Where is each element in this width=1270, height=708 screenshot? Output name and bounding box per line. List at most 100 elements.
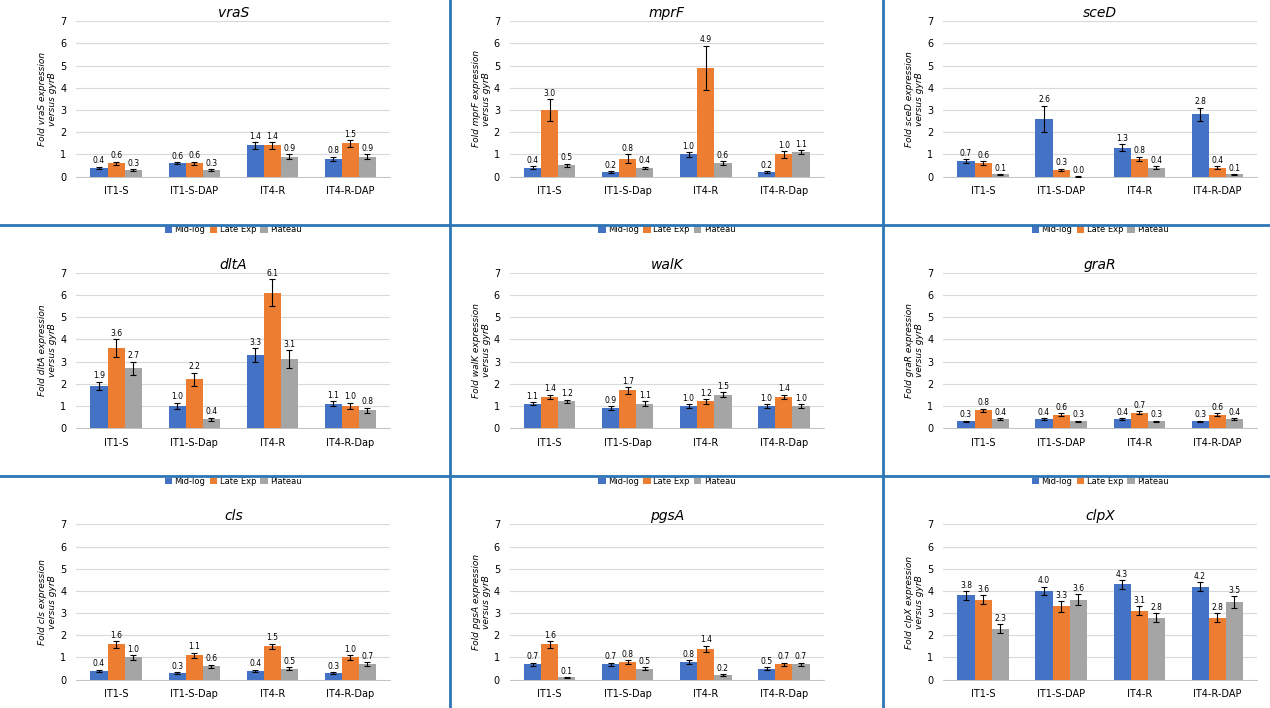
Text: 0.7: 0.7 <box>605 652 617 661</box>
Text: 0.3: 0.3 <box>1055 158 1067 167</box>
Bar <box>620 662 636 680</box>
Text: 0.8: 0.8 <box>622 650 634 659</box>
Bar <box>758 172 775 176</box>
Bar <box>169 164 185 176</box>
Y-axis label: Fold sceD expression
versus gyrB: Fold sceD expression versus gyrB <box>906 51 925 147</box>
Bar <box>359 664 376 680</box>
Text: 0.7: 0.7 <box>960 149 972 158</box>
Text: 0.4: 0.4 <box>1116 408 1128 417</box>
Bar <box>108 644 124 680</box>
Bar <box>185 164 203 176</box>
Bar <box>1209 617 1226 680</box>
Text: 0.8: 0.8 <box>362 397 373 406</box>
Text: 0.3: 0.3 <box>206 159 217 168</box>
Title: vraS: vraS <box>217 6 249 20</box>
Bar <box>602 408 620 428</box>
Bar <box>108 164 124 176</box>
Text: 4.9: 4.9 <box>700 35 711 45</box>
Text: 0.6: 0.6 <box>1212 403 1223 412</box>
Bar <box>1226 419 1243 428</box>
Text: 0.4: 0.4 <box>994 408 1006 417</box>
Bar <box>169 406 185 428</box>
Legend: Mid-log, Late Exp, Plateau: Mid-log, Late Exp, Plateau <box>1029 474 1172 489</box>
Text: 0.6: 0.6 <box>110 152 122 160</box>
Text: 0.2: 0.2 <box>605 161 616 170</box>
Bar <box>1035 591 1053 680</box>
Text: 3.1: 3.1 <box>283 340 296 349</box>
Bar <box>1191 421 1209 428</box>
Bar <box>342 406 359 428</box>
Bar <box>246 145 264 176</box>
Text: 1.0: 1.0 <box>682 394 695 403</box>
Bar <box>325 673 342 680</box>
Text: 1.2: 1.2 <box>700 389 711 398</box>
Text: 1.0: 1.0 <box>127 645 140 654</box>
Text: 0.1: 0.1 <box>1228 164 1241 173</box>
Bar <box>992 419 1008 428</box>
Text: 0.0: 0.0 <box>1072 166 1085 175</box>
Bar <box>246 670 264 680</box>
Y-axis label: Fold graR expression
versus gyrB: Fold graR expression versus gyrB <box>906 303 925 398</box>
Text: 0.4: 0.4 <box>206 407 217 416</box>
Text: 0.7: 0.7 <box>795 652 806 661</box>
Text: 0.4: 0.4 <box>1151 156 1162 164</box>
Bar <box>559 678 575 680</box>
Text: 0.1: 0.1 <box>994 164 1006 173</box>
Bar <box>559 166 575 176</box>
Text: 1.5: 1.5 <box>718 382 729 391</box>
Text: 2.8: 2.8 <box>1194 98 1206 106</box>
Bar <box>124 170 142 176</box>
Text: 0.9: 0.9 <box>283 144 296 153</box>
Bar <box>1069 421 1087 428</box>
Bar <box>1114 419 1130 428</box>
Text: 1.5: 1.5 <box>344 130 357 139</box>
Text: 0.2: 0.2 <box>761 161 772 170</box>
Bar <box>525 404 541 428</box>
Legend: Mid-log, Late Exp, Plateau: Mid-log, Late Exp, Plateau <box>594 222 739 238</box>
Bar <box>264 646 281 680</box>
Title: walK: walK <box>650 258 683 272</box>
Bar <box>1130 159 1148 176</box>
Bar <box>992 174 1008 176</box>
Bar <box>602 172 620 176</box>
Bar <box>1148 168 1165 176</box>
Legend: Mid-log, Late Exp, Plateau: Mid-log, Late Exp, Plateau <box>161 474 305 489</box>
Bar <box>1035 119 1053 176</box>
Text: 0.5: 0.5 <box>639 657 652 666</box>
Text: 0.6: 0.6 <box>171 152 183 161</box>
Text: 3.6: 3.6 <box>1072 584 1085 593</box>
Bar <box>325 159 342 176</box>
Text: 0.3: 0.3 <box>1072 410 1085 419</box>
Bar <box>620 390 636 428</box>
Text: 2.2: 2.2 <box>188 362 201 371</box>
Bar <box>758 406 775 428</box>
Text: 0.5: 0.5 <box>561 154 573 162</box>
Text: 3.6: 3.6 <box>977 585 989 594</box>
Text: 0.6: 0.6 <box>977 151 989 160</box>
Bar <box>1053 607 1069 680</box>
Text: 0.1: 0.1 <box>561 667 573 675</box>
Text: 3.6: 3.6 <box>110 329 122 338</box>
Text: 2.6: 2.6 <box>1038 95 1050 104</box>
Text: 0.4: 0.4 <box>1228 408 1241 417</box>
Text: 0.4: 0.4 <box>639 156 652 165</box>
Bar <box>342 658 359 680</box>
Bar <box>1209 415 1226 428</box>
Bar <box>264 145 281 176</box>
Bar <box>1053 415 1069 428</box>
Text: 0.8: 0.8 <box>622 144 634 153</box>
Bar <box>108 348 124 428</box>
Y-axis label: Fold vraS expression
versus gyrB: Fold vraS expression versus gyrB <box>38 52 57 146</box>
Bar <box>1114 584 1130 680</box>
Bar <box>169 673 185 680</box>
Bar <box>359 156 376 176</box>
Bar <box>714 395 732 428</box>
Bar <box>1053 170 1069 176</box>
Text: 1.4: 1.4 <box>249 132 262 141</box>
Bar <box>281 156 298 176</box>
Bar <box>246 355 264 428</box>
Bar <box>281 668 298 680</box>
Text: 0.8: 0.8 <box>682 650 695 659</box>
Text: 3.3: 3.3 <box>249 338 262 347</box>
Title: graR: graR <box>1083 258 1116 272</box>
